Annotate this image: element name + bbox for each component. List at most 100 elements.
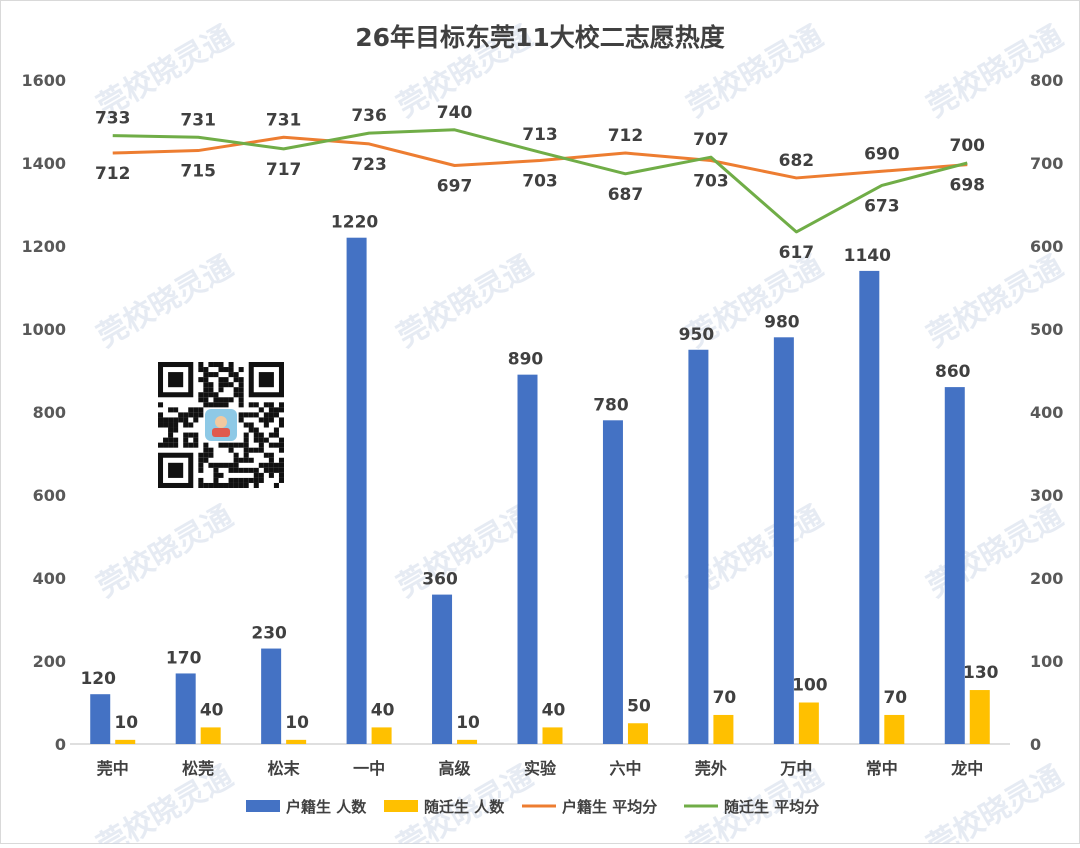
bar-hukou-count	[602, 420, 623, 744]
right-axis-tick-label: 600	[1030, 237, 1063, 256]
bar-migrant-count	[542, 727, 563, 744]
left-axis-tick-label: 200	[33, 652, 66, 671]
bar-data-label: 890	[508, 350, 544, 370]
left-axis-tick-label: 1200	[21, 237, 66, 256]
bar-data-label: 40	[200, 700, 224, 720]
bar-hukou-count	[90, 694, 111, 744]
left-axis-tick-label: 1600	[21, 71, 66, 90]
bar-migrant-count	[457, 739, 478, 744]
line-data-label: 733	[95, 109, 131, 129]
bar-data-label: 780	[593, 395, 629, 415]
x-axis-tick-label: 实验	[524, 759, 557, 778]
line-data-label: 703	[522, 172, 558, 192]
right-axis-tick-label: 400	[1030, 403, 1063, 422]
bar-data-label: 1140	[844, 246, 891, 266]
line-data-label: 715	[180, 162, 216, 182]
bar-hukou-count	[346, 237, 367, 744]
qr-code-image	[158, 362, 284, 488]
legend-label: 随迁生 人数	[424, 798, 505, 816]
line-data-label: 687	[608, 185, 644, 205]
bar-data-label: 100	[792, 676, 828, 696]
bar-hukou-count	[773, 337, 794, 744]
bar-hukou-count	[944, 387, 965, 744]
line-data-label: 712	[608, 126, 644, 146]
bar-data-label: 860	[935, 362, 971, 382]
right-axis-tick-label: 0	[1030, 735, 1041, 754]
x-axis-tick-label: 龙中	[950, 759, 983, 778]
bar-data-label: 950	[679, 325, 715, 345]
bar-data-label: 50	[627, 696, 651, 716]
x-axis-tick-label: 莞外	[695, 759, 727, 778]
chart-legend: 户籍生 人数 随迁生 人数 户籍生 平均分 随迁生 平均分	[246, 798, 819, 816]
right-axis-tick-label: 200	[1030, 569, 1063, 588]
bar-data-label: 980	[764, 312, 800, 332]
line-data-label: 700	[950, 136, 986, 156]
x-axis-tick-label: 莞中	[97, 759, 129, 778]
line-data-label: 712	[95, 164, 131, 184]
right-axis-tick-label: 700	[1030, 154, 1063, 173]
bar-migrant-count	[627, 723, 648, 744]
bar-hukou-count	[175, 673, 196, 744]
line-data-label: 731	[266, 110, 302, 130]
bar-hukou-count	[261, 648, 282, 744]
left-axis-tick-label: 0	[55, 735, 66, 754]
line-data-label: 698	[950, 176, 986, 196]
bar-migrant-count	[713, 714, 734, 744]
bar-migrant-count	[200, 727, 221, 744]
left-axis-tick-label: 800	[33, 403, 66, 422]
line-hukou-average	[112, 135, 968, 180]
line-data-label: 703	[693, 172, 729, 192]
bar-data-label: 10	[285, 713, 309, 733]
data-labels: 120 170 230 1220 360 890 780 950 980 1140 860 10 40 1…	[80, 103, 998, 733]
legend-label: 户籍生 人数	[286, 798, 367, 816]
bar-migrant-count	[969, 690, 990, 744]
right-axis-tick-label: 500	[1030, 320, 1063, 339]
left-axis-tick-label: 400	[33, 569, 66, 588]
line-data-label: 736	[351, 106, 387, 126]
bar-data-label: 40	[542, 700, 566, 720]
right-axis: 0 100 200 300 400 500 600 700 800	[1030, 71, 1063, 754]
bar-data-label: 120	[80, 669, 116, 689]
bar-series	[90, 237, 990, 744]
line-data-label: 690	[864, 144, 900, 164]
bar-data-label: 10	[456, 713, 480, 733]
x-axis-tick-label: 松末	[268, 759, 301, 778]
bar-migrant-count	[884, 714, 905, 744]
bar-migrant-count	[798, 702, 819, 744]
bar-data-label: 40	[371, 700, 395, 720]
bar-hukou-count	[517, 374, 538, 744]
bar-data-label: 360	[422, 570, 458, 590]
x-axis-tick-label: 松莞	[182, 759, 214, 778]
line-data-label: 697	[437, 176, 473, 196]
line-series	[112, 128, 968, 234]
bar-migrant-count	[371, 727, 392, 744]
x-axis-tick-label: 万中	[779, 759, 812, 778]
line-data-label: 707	[693, 130, 729, 150]
x-axis: 莞中 松莞 松末 一中 高级 实验 六中 莞外 万中 常中 龙中	[97, 759, 984, 778]
line-data-label: 731	[180, 110, 216, 130]
bar-hukou-count	[688, 349, 709, 744]
bar-data-label: 10	[114, 713, 138, 733]
left-axis-tick-label: 600	[33, 486, 66, 505]
bar-data-label: 70	[713, 688, 737, 708]
left-axis-tick-label: 1400	[21, 154, 66, 173]
bar-data-label: 130	[963, 663, 999, 683]
legend-label: 户籍生 平均分	[562, 798, 657, 816]
bar-migrant-count	[286, 739, 307, 744]
bar-migrant-count	[115, 739, 136, 744]
left-axis: 0 200 400 600 800 1000 1200 1400 1600	[21, 71, 66, 754]
bar-data-label: 70	[883, 688, 907, 708]
x-axis-tick-label: 一中	[353, 759, 385, 778]
left-axis-tick-label: 1000	[21, 320, 66, 339]
x-axis-tick-label: 六中	[609, 759, 641, 778]
right-axis-tick-label: 300	[1030, 486, 1063, 505]
bar-data-label: 1220	[331, 213, 378, 233]
legend-swatch	[384, 800, 418, 812]
bar-data-label: 230	[251, 624, 287, 644]
right-axis-tick-label: 800	[1030, 71, 1063, 90]
line-data-label: 673	[864, 196, 900, 216]
line-data-label: 682	[779, 151, 815, 171]
x-axis-tick-label: 高级	[439, 759, 472, 778]
line-data-label: 617	[779, 243, 815, 263]
